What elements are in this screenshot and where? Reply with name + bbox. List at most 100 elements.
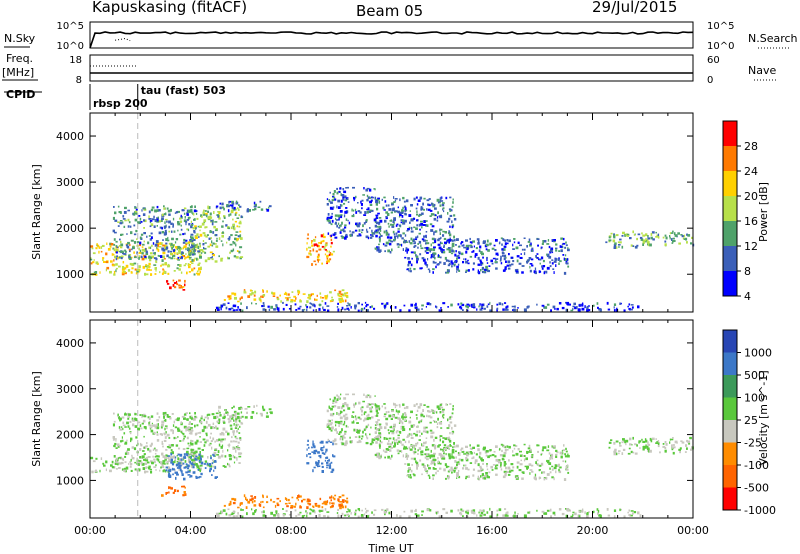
data-cell xyxy=(149,246,152,249)
data-cell xyxy=(437,445,440,448)
data-cell xyxy=(461,244,465,247)
data-cell xyxy=(423,426,426,430)
data-cell xyxy=(127,448,130,451)
data-cell xyxy=(295,502,297,506)
x-tick-label: 08:00 xyxy=(275,524,307,537)
data-cell xyxy=(235,211,238,214)
data-cell xyxy=(190,448,192,452)
data-cell xyxy=(326,423,329,426)
data-cell xyxy=(115,267,118,270)
data-cell xyxy=(452,446,454,449)
data-cell xyxy=(544,512,548,515)
data-cell xyxy=(123,469,126,472)
y-tick-label: 4000 xyxy=(56,337,84,350)
data-cell xyxy=(169,417,172,420)
data-cell xyxy=(337,406,340,409)
data-cell xyxy=(546,243,550,245)
data-cell xyxy=(377,435,380,438)
data-cell xyxy=(360,409,363,413)
data-cell xyxy=(332,250,335,253)
data-cell xyxy=(629,437,632,441)
data-cell xyxy=(234,435,237,438)
data-cell xyxy=(374,431,377,434)
data-cell xyxy=(112,247,115,250)
data-cell xyxy=(413,452,416,455)
data-cell xyxy=(378,438,381,441)
data-cell xyxy=(303,308,306,311)
data-cell xyxy=(536,238,540,240)
data-cell xyxy=(203,425,207,429)
data-cell xyxy=(207,210,209,213)
data-cell xyxy=(134,218,138,222)
data-cell xyxy=(178,447,181,450)
data-cell xyxy=(161,231,165,234)
data-cell xyxy=(228,308,232,311)
data-cell xyxy=(245,496,247,499)
data-cell xyxy=(318,465,321,467)
freq-unit-label: [MHz] xyxy=(2,66,34,79)
data-cell xyxy=(252,209,255,211)
data-cell xyxy=(215,412,219,415)
data-cell xyxy=(401,421,404,425)
data-cell xyxy=(394,210,396,213)
data-cell xyxy=(501,248,504,251)
data-cell xyxy=(135,208,138,211)
data-cell xyxy=(483,513,486,516)
data-cell xyxy=(330,245,332,248)
data-cell xyxy=(147,447,150,451)
data-cell xyxy=(380,234,383,237)
data-cell xyxy=(164,425,168,427)
data-cell xyxy=(465,260,468,264)
data-cell xyxy=(156,419,160,422)
data-cell xyxy=(118,244,121,247)
data-cell xyxy=(262,408,266,412)
data-cell xyxy=(326,305,330,307)
data-cell xyxy=(197,250,201,253)
data-cell xyxy=(153,460,156,464)
data-cell xyxy=(485,454,488,457)
data-cell xyxy=(167,466,170,468)
x-tick-label: 16:00 xyxy=(476,524,508,537)
data-cell xyxy=(180,228,183,231)
data-cell xyxy=(447,269,449,271)
data-cell xyxy=(402,425,405,429)
data-cell xyxy=(347,219,349,222)
data-cell xyxy=(233,456,236,459)
data-cell xyxy=(559,245,562,248)
data-cell xyxy=(422,415,425,418)
data-cell xyxy=(458,269,461,272)
data-cell xyxy=(326,425,330,428)
data-cell xyxy=(138,257,140,260)
data-cell xyxy=(607,514,611,517)
data-cell xyxy=(361,207,363,210)
data-cell xyxy=(235,200,238,204)
data-cell xyxy=(116,462,119,466)
data-cell xyxy=(504,242,507,246)
data-cell xyxy=(224,455,227,458)
data-cell xyxy=(446,269,450,273)
data-cell xyxy=(336,187,338,190)
data-cell xyxy=(421,510,424,513)
data-cell xyxy=(170,487,173,490)
data-cell xyxy=(565,450,568,453)
data-cell xyxy=(481,303,484,306)
data-cell xyxy=(159,271,161,274)
data-cell xyxy=(374,224,377,228)
data-cell xyxy=(100,250,103,253)
data-cell xyxy=(344,292,347,295)
data-cell xyxy=(181,472,183,475)
data-cell xyxy=(457,303,460,306)
data-cell xyxy=(327,515,330,519)
data-cell xyxy=(166,414,169,417)
data-cell xyxy=(227,417,230,421)
data-cell xyxy=(401,237,404,240)
data-cell xyxy=(344,430,347,433)
data-cell xyxy=(638,441,640,444)
data-cell xyxy=(425,231,428,233)
data-cell xyxy=(124,272,127,275)
data-cell xyxy=(230,234,233,237)
data-cell xyxy=(181,251,184,254)
data-cell xyxy=(146,458,149,462)
data-cell xyxy=(193,249,195,251)
data-cell xyxy=(440,455,443,459)
